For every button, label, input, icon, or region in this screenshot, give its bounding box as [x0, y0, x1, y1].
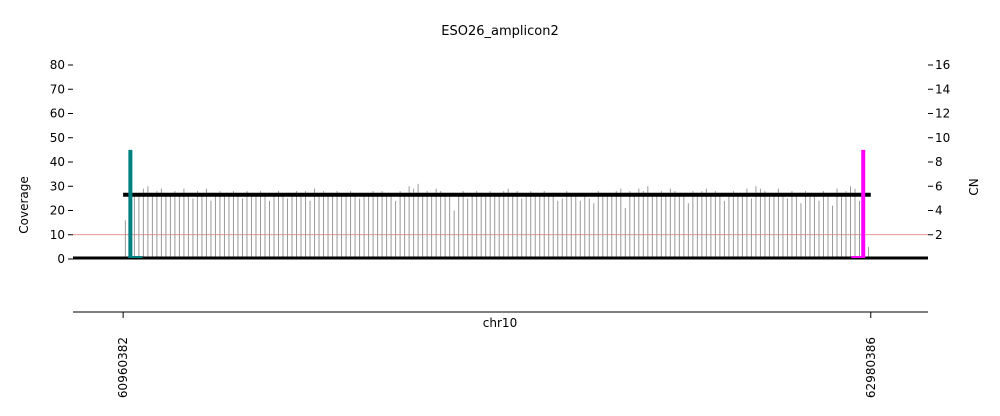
y2-tick-label: 4: [935, 204, 943, 218]
y-tick-label: 10: [50, 228, 65, 242]
y2-tick-label: 16: [935, 58, 950, 72]
chart-title: ESO26_amplicon2: [441, 24, 558, 39]
y2-tick-label: 2: [935, 228, 943, 242]
x-tick-label: 60960382: [116, 337, 130, 398]
y2-axis-label: CN: [967, 178, 981, 195]
y-axis-ticks: 0 10 20 30 40 50 60 70 80: [50, 58, 73, 266]
x-axis-ticks: 60960382 62980386: [116, 312, 878, 398]
y-tick-label: 20: [50, 204, 65, 218]
y-tick-label: 0: [57, 252, 65, 266]
y2-tick-label: 6: [935, 179, 943, 193]
y-tick-label: 60: [50, 107, 65, 121]
y-tick-label: 40: [50, 155, 65, 169]
x-axis-label: chr10: [483, 316, 517, 330]
y-tick-label: 50: [50, 131, 65, 145]
y2-axis-ticks: 2 4 6 8 10 12 14 16: [928, 58, 950, 242]
y2-tick-label: 12: [935, 107, 950, 121]
y2-tick-label: 8: [935, 155, 943, 169]
y-tick-label: 30: [50, 179, 65, 193]
y-tick-label: 80: [50, 58, 65, 72]
y2-tick-label: 10: [935, 131, 950, 145]
y-axis-label: Coverage: [17, 176, 31, 234]
coverage-bars: [124, 183, 870, 259]
x-tick-label: 62980386: [864, 337, 878, 398]
breakpoints: [128, 149, 866, 258]
y2-tick-label: 14: [935, 82, 950, 96]
y-tick-label: 70: [50, 82, 65, 96]
